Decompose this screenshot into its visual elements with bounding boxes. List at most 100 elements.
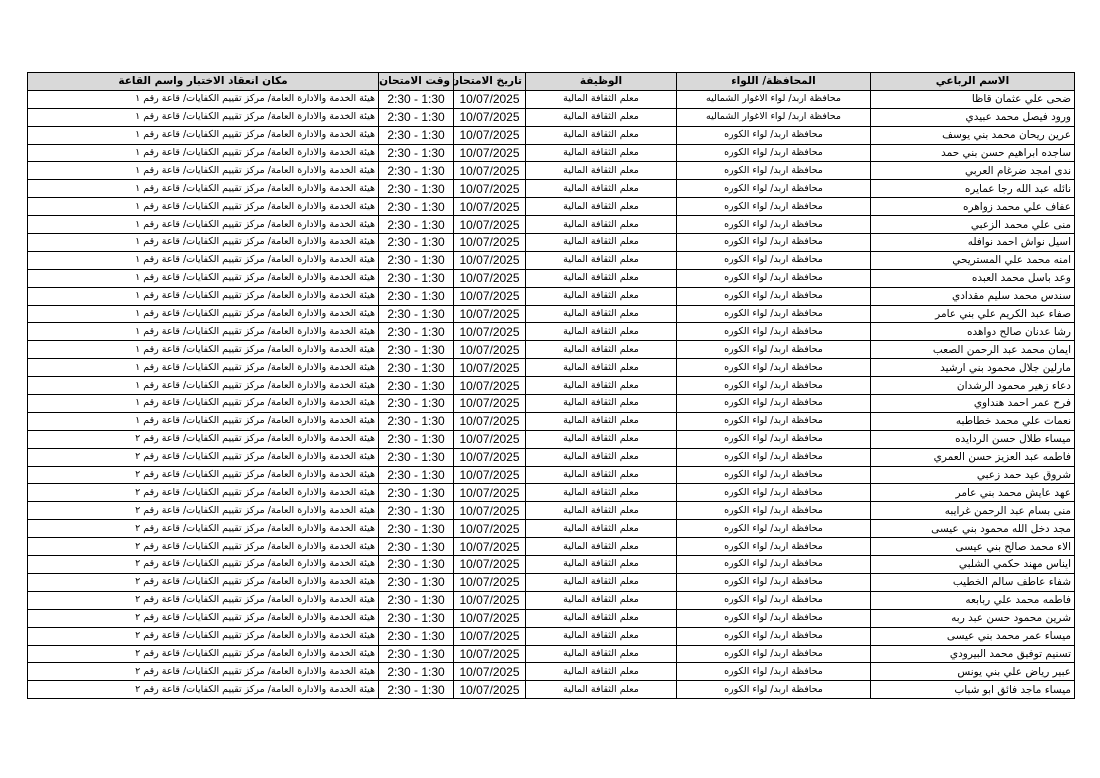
table-cell: 10/07/2025 [453,590,526,610]
table-row: دعاء زهير محمود الرشدان محافظة اربد/ لواء… [27,376,1075,396]
table-cell: 2:30 - 1:30 [378,322,454,342]
table-cell: محافظة اربد/ لواء الكوره [676,358,871,378]
table-row: فاطمه محمد علي ربابعه محافظة اربد/ لواء ا… [27,590,1075,610]
table-cell: 2:30 - 1:30 [378,537,454,557]
table-cell: 10/07/2025 [453,161,526,181]
table-row: اسيل نواش احمد نوافله محافظة اربد/ لواء ا… [27,233,1075,252]
table-cell: معلم الثقافة المالية [525,179,677,199]
table-cell: 2:30 - 1:30 [378,268,454,288]
table-cell: محافظة اربد/ لواء الاغوار الشماليه [676,89,871,109]
table-cell: عفاف علي محمد زواهره [870,197,1075,217]
table-cell: 10/07/2025 [453,197,526,217]
table-cell: معلم الثقافة المالية [525,340,677,360]
table-cell: هيئة الخدمة والادارة العامة/ مركز تقييم … [27,89,379,109]
table-cell: معلم الثقافة المالية [525,161,677,181]
table-cell: 10/07/2025 [453,358,526,378]
table-cell: 10/07/2025 [453,340,526,360]
header-cell: وقت الامتحان [378,72,454,91]
table-row: ضحى علي عثمان قاظا محافظة اربد/ لواء الاغ… [27,89,1075,109]
table-cell: محافظة اربد/ لواء الكوره [676,572,871,592]
table-cell: نائله عبد الله رجا عمايره [870,179,1075,199]
table-cell: هيئة الخدمة والادارة العامة/ مركز تقييم … [27,572,379,592]
table-cell: معلم الثقافة المالية [525,519,677,539]
table-cell: محافظة اربد/ لواء الاغوار الشماليه [676,107,871,127]
table-cell: 10/07/2025 [453,519,526,539]
table-cell: 2:30 - 1:30 [378,215,454,235]
table-cell: 2:30 - 1:30 [378,161,454,181]
table-cell: هيئة الخدمة والادارة العامة/ مركز تقييم … [27,662,379,682]
table-cell: 10/07/2025 [453,322,526,342]
table-cell: معلم الثقافة المالية [525,465,677,485]
table-cell: معلم الثقافة المالية [525,608,677,628]
table-row: ساجده ابراهيم حسن بني حمد محافظة اربد/ لو… [27,143,1075,163]
table-cell: 2:30 - 1:30 [378,590,454,610]
table-row: رشا عدنان صالح دواهده محافظة اربد/ لواء ا… [27,322,1075,342]
table-cell: 10/07/2025 [453,501,526,521]
table-cell: معلم الثقافة المالية [525,572,677,592]
table-cell: 10/07/2025 [453,250,526,270]
table-cell: محافظة اربد/ لواء الكوره [676,179,871,199]
table-cell: هيئة الخدمة والادارة العامة/ مركز تقييم … [27,215,379,235]
table-row: عهد عايش محمد بني عامر محافظة اربد/ لواء … [27,483,1075,503]
table-cell: فرح عمر احمد هنداوي [870,394,1075,413]
table-cell: هيئة الخدمة والادارة العامة/ مركز تقييم … [27,125,379,145]
table-body: ضحى علي عثمان قاظا محافظة اربد/ لواء الاغ… [27,89,1075,700]
table-cell: 10/07/2025 [453,394,526,413]
table-cell: محافظة اربد/ لواء الكوره [676,340,871,360]
table-cell: 10/07/2025 [453,89,526,109]
table-cell: وعد باسل محمد العبده [870,268,1075,288]
table-cell: معلم الثقافة المالية [525,233,677,252]
table-row: سندس محمد سليم مقدادي محافظة اربد/ لواء ا… [27,286,1075,306]
table-cell: عرين ريحان محمد بني يوسف [870,125,1075,145]
table-cell: معلم الثقافة المالية [525,250,677,270]
table-cell: محافظة اربد/ لواء الكوره [676,483,871,503]
table-cell: صفاء عبد الكريم علي بني عامر [870,304,1075,324]
table-cell: محافظة اربد/ لواء الكوره [676,644,871,664]
table-cell: ساجده ابراهيم حسن بني حمد [870,143,1075,163]
table-cell: ايناس مهند حكمي الشلبي [870,555,1075,574]
table-cell: 10/07/2025 [453,555,526,574]
table-cell: ورود فيصل محمد عبيدي [870,107,1075,127]
table-cell: عهد عايش محمد بني عامر [870,483,1075,503]
table-cell: 10/07/2025 [453,662,526,682]
table-cell: منى بسام عبد الرحمن غرايبه [870,501,1075,521]
table-cell: معلم الثقافة المالية [525,537,677,557]
table-row: ندى امجد ضرغام العربي محافظة اربد/ لواء ا… [27,161,1075,181]
table-cell: محافظة اربد/ لواء الكوره [676,286,871,306]
table-cell: هيئة الخدمة والادارة العامة/ مركز تقييم … [27,322,379,342]
table-cell: هيئة الخدمة والادارة العامة/ مركز تقييم … [27,465,379,485]
table-row: مجد دخل الله محمود بني عيسى محافظة اربد/ … [27,519,1075,539]
table-cell: 10/07/2025 [453,233,526,252]
table-cell: 2:30 - 1:30 [378,680,454,700]
table-cell: 10/07/2025 [453,537,526,557]
table-cell: معلم الثقافة المالية [525,501,677,521]
table-cell: 10/07/2025 [453,447,526,467]
header-row: الاسم الرباعي المحافظة/ اللواء الوظيفة تاري… [27,72,1075,91]
table-cell: 2:30 - 1:30 [378,89,454,109]
table-cell: 10/07/2025 [453,143,526,163]
table-row: شرين محمود حسن عبد ربه محافظة اربد/ لواء … [27,608,1075,628]
table-cell: فاطمه محمد علي ربابعه [870,590,1075,610]
table-cell: دعاء زهير محمود الرشدان [870,376,1075,396]
table-cell: 2:30 - 1:30 [378,179,454,199]
table-cell: الاء محمد صالح بني عيسى [870,537,1075,557]
table-cell: معلم الثقافة المالية [525,107,677,127]
table-cell: محافظة اربد/ لواء الكوره [676,519,871,539]
table-row: ورود فيصل محمد عبيدي محافظة اربد/ لواء ال… [27,107,1075,127]
table-cell: معلم الثقافة المالية [525,268,677,288]
table-cell: معلم الثقافة المالية [525,89,677,109]
table-cell: شروق عيد حمد زعبي [870,465,1075,485]
table-cell: 2:30 - 1:30 [378,662,454,682]
table-cell: 2:30 - 1:30 [378,250,454,270]
table-row: منى علي محمد الزعبي محافظة اربد/ لواء الك… [27,215,1075,235]
table-row: منى بسام عبد الرحمن غرايبه محافظة اربد/ ل… [27,501,1075,521]
table-cell: 10/07/2025 [453,483,526,503]
table-row: عرين ريحان محمد بني يوسف محافظة اربد/ لوا… [27,125,1075,145]
table-cell: معلم الثقافة المالية [525,483,677,503]
table-cell: منى علي محمد الزعبي [870,215,1075,235]
table-cell: 2:30 - 1:30 [378,125,454,145]
table-cell: هيئة الخدمة والادارة العامة/ مركز تقييم … [27,286,379,306]
table-cell: محافظة اربد/ لواء الكوره [676,143,871,163]
table-cell: معلم الثقافة المالية [525,322,677,342]
table-cell: 2:30 - 1:30 [378,501,454,521]
